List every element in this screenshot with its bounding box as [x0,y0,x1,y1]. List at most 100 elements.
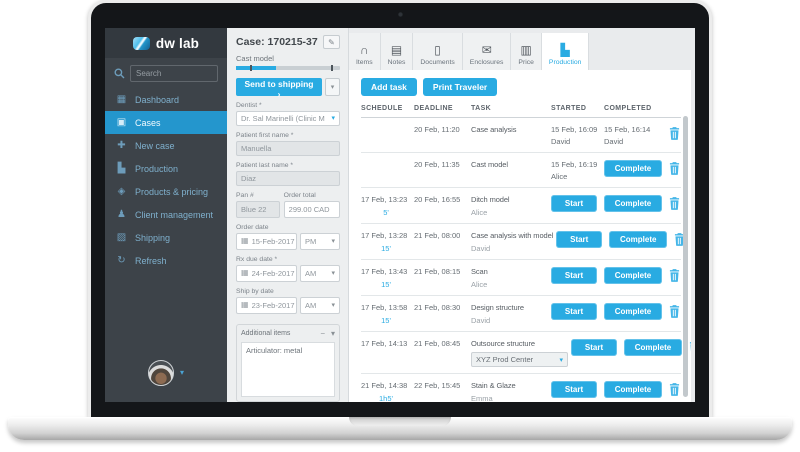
delete-task-button[interactable] [667,381,681,400]
chevron-down-icon: ▾ [559,356,563,364]
start-task-button[interactable]: Start [551,195,597,212]
order-date-field[interactable]: ▦ 15-Feb-2017 [236,232,297,250]
schedule-cell: 17 Feb, 14:13 [361,339,411,348]
start-task-button[interactable]: Start [551,303,597,320]
started-cell: 15 Feb, 16:19 Alice [551,160,601,181]
print-traveler-button[interactable]: Print Traveler [422,78,498,96]
chevron-down-icon: ▾ [331,270,335,278]
column-header-completed: COMPLETED [604,105,652,112]
order-total-field[interactable]: 299.00 CAD [283,200,340,218]
delete-task-button[interactable] [667,195,681,214]
user-menu-chevron-down-icon[interactable]: ▾ [179,368,184,377]
task-row: 20 Feb, 11:35 Cast model 15 Feb, 16:19 Alic… [361,153,681,188]
production-content: Add task Print Traveler SCHEDULE DEADLINE… [349,70,691,402]
start-task-button[interactable]: Start [556,231,603,248]
sidebar-item-production[interactable]: ▙ Production [105,157,227,180]
sidebar-item-client-management[interactable]: ♟ Client management [105,203,227,226]
collapse-minus-icon[interactable]: − [320,328,325,338]
sidebar-item-dashboard[interactable]: ▦ Dashboard [105,88,227,111]
task-row: 17 Feb, 13:58 15' 21 Feb, 08:30 Design stru… [361,296,681,332]
completed-cell: 15 Feb, 16:14 David [604,125,664,146]
laptop-base-notch [349,417,451,426]
chevron-down-icon[interactable]: ▾ [330,328,335,338]
trash-icon [669,269,680,285]
task-table: 20 Feb, 11:20 Case analysis 15 Feb, 16:09 D… [361,118,691,402]
schedule-time: 17 Feb, 13:23 [361,195,408,204]
additional-items-label: Additional items [241,329,291,337]
user-avatar[interactable] [147,360,174,386]
chevron-down-icon: ▾ [331,302,335,310]
started-cell: Start [551,303,601,320]
send-options-chevron-down-icon[interactable]: ▾ [325,77,340,96]
price-icon: ▥ [520,43,532,57]
add-task-button[interactable]: Add task [361,78,417,96]
patient-last-name-field[interactable]: Diaz [236,170,340,186]
additional-items-field[interactable]: Articulator: metal [241,341,335,397]
tab-documents[interactable]: ▯ Documents [413,33,463,70]
complete-task-button[interactable]: Complete [609,231,668,248]
tab-items[interactable]: ∩ Items [349,33,381,70]
tab-notes[interactable]: ▤ Notes [380,33,414,70]
start-task-button[interactable]: Start [551,267,597,284]
started-cell: Start [551,381,601,398]
start-task-button[interactable]: Start [571,339,617,356]
sidebar-item-shipping[interactable]: ▨ Shipping [105,226,227,249]
schedule-cell: 17 Feb, 13:28 15' [361,231,411,253]
outsource-center-select[interactable]: XYZ Prod Center ▾ [471,352,568,367]
schedule-time: 17 Feb, 13:28 [361,231,408,240]
tab-enclosures[interactable]: ✉ Enclosures [462,33,512,70]
delete-task-button[interactable] [667,303,681,322]
complete-task-button[interactable]: Complete [624,339,682,356]
delete-task-button[interactable] [667,160,681,179]
ship-by-date-meridiem-select[interactable]: AM ▾ [300,296,340,314]
delete-task-button[interactable] [667,267,681,286]
sidebar-item-products-pricing[interactable]: ◈ Products & pricing [105,180,227,203]
rx-due-date-field[interactable]: ▦ 24-Feb-2017 [236,264,297,282]
task-cell: Case analysis with model David [471,231,553,253]
complete-task-button[interactable]: Complete [604,195,662,212]
sidebar-item-refresh[interactable]: ↻ Refresh [105,249,227,272]
complete-task-button[interactable]: Complete [604,381,662,398]
sidebar-item-label: Client management [135,209,214,220]
calendar-icon: ▦ [241,300,249,310]
task-row: 17 Feb, 14:13 21 Feb, 08:45 Outsource stru… [361,332,691,374]
tab-production[interactable]: ▙ Production [541,33,590,70]
complete-task-button[interactable]: Complete [604,303,662,320]
search-input[interactable] [130,65,218,82]
delete-task-button[interactable] [667,125,681,144]
patient-first-name-field[interactable]: Manuella [236,140,340,156]
task-row: 21 Feb, 14:38 1h5' 22 Feb, 15:45 Stain & Gl… [361,374,681,402]
sidebar-item-new-case[interactable]: ✚ New case [105,134,227,157]
task-assignee: David [471,316,491,325]
completed-cell: Complete [604,160,664,177]
documents-icon: ▯ [434,43,441,57]
ship-by-date-field[interactable]: ▦ 23-Feb-2017 [236,296,297,314]
delete-task-button[interactable] [687,339,691,358]
deadline-cell: 21 Feb, 08:45 [414,339,461,348]
pan-field[interactable]: Blue 22 [236,200,280,218]
deadline-cell: 22 Feb, 15:45 [414,381,461,390]
deadline-cell: 20 Feb, 11:35 [414,160,460,169]
order-date-meridiem-select[interactable]: PM ▾ [300,232,340,250]
dentist-select[interactable]: Dr. Sal Marinelli (Clinic M ▾ [236,110,340,126]
tab-price[interactable]: ▥ Price [511,33,542,70]
edit-case-button[interactable]: ✎ [323,35,340,49]
rx-due-date-label: Rx due date * [236,255,278,263]
table-scrollbar[interactable] [683,116,688,397]
patient-last-name-label: Patient last name * [236,161,294,169]
complete-task-button[interactable]: Complete [604,267,662,284]
started-cell: Start [551,267,601,284]
rx-due-date-meridiem-select[interactable]: AM ▾ [300,264,340,282]
schedule-time: 21 Feb, 14:38 [361,381,408,390]
delete-task-button[interactable] [672,231,686,250]
schedule-duration: 5' [383,208,389,217]
send-to-shipping-button[interactable]: Send to shipping › [236,77,322,99]
trash-icon [669,127,680,143]
start-task-button[interactable]: Start [551,381,597,398]
task-cell: Design structure David [471,303,548,325]
sidebar-item-cases[interactable]: ▣ Cases [105,111,227,134]
complete-task-button[interactable]: Complete [604,160,662,177]
client-management-icon: ♟ [117,208,126,220]
pan-label: Pan # [236,191,254,199]
